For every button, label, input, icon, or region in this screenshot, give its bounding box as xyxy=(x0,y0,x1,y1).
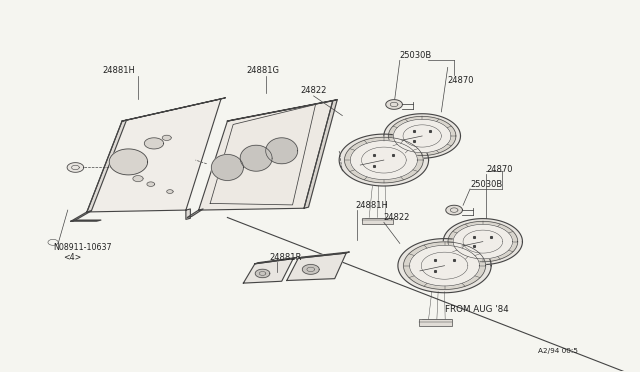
Polygon shape xyxy=(398,238,491,293)
Polygon shape xyxy=(71,211,92,221)
Polygon shape xyxy=(453,224,513,259)
Polygon shape xyxy=(211,154,243,180)
Polygon shape xyxy=(287,253,346,280)
Text: 24870: 24870 xyxy=(448,76,474,84)
Text: 24822: 24822 xyxy=(384,213,410,222)
Text: <4>: <4> xyxy=(63,253,81,263)
Polygon shape xyxy=(350,141,417,180)
Polygon shape xyxy=(122,98,225,121)
Polygon shape xyxy=(240,145,272,171)
Polygon shape xyxy=(304,100,337,208)
Polygon shape xyxy=(381,159,386,161)
Polygon shape xyxy=(167,190,173,193)
Text: 24881H: 24881H xyxy=(355,201,388,210)
Polygon shape xyxy=(163,135,172,140)
Polygon shape xyxy=(444,219,522,264)
Polygon shape xyxy=(255,269,270,278)
Polygon shape xyxy=(384,114,461,158)
Text: FROM AUG '84: FROM AUG '84 xyxy=(445,305,508,314)
Polygon shape xyxy=(87,99,221,212)
Text: N08911-10637: N08911-10637 xyxy=(53,243,111,253)
Text: 24881H: 24881H xyxy=(102,66,135,75)
Polygon shape xyxy=(255,257,296,264)
Text: A2/94 00:5: A2/94 00:5 xyxy=(538,348,578,354)
Polygon shape xyxy=(186,209,190,219)
Polygon shape xyxy=(145,138,164,149)
Text: 24881R: 24881R xyxy=(269,253,301,262)
Bar xyxy=(362,218,394,224)
Polygon shape xyxy=(298,252,349,258)
Polygon shape xyxy=(388,116,456,155)
Polygon shape xyxy=(410,246,479,286)
Polygon shape xyxy=(442,264,447,267)
Polygon shape xyxy=(147,182,155,186)
Text: 24822: 24822 xyxy=(300,86,327,95)
Bar xyxy=(419,320,452,326)
Polygon shape xyxy=(386,100,403,109)
Polygon shape xyxy=(71,220,101,221)
Polygon shape xyxy=(394,119,451,153)
Polygon shape xyxy=(67,163,84,172)
Polygon shape xyxy=(446,205,463,215)
Polygon shape xyxy=(187,209,203,218)
Text: 25030B: 25030B xyxy=(400,51,432,60)
Polygon shape xyxy=(302,264,319,274)
Polygon shape xyxy=(403,242,486,289)
Polygon shape xyxy=(420,135,424,137)
Text: 24870: 24870 xyxy=(486,165,513,174)
Polygon shape xyxy=(133,176,143,182)
Text: 25030B: 25030B xyxy=(470,180,502,189)
Text: 24881G: 24881G xyxy=(246,66,279,75)
Polygon shape xyxy=(227,100,337,121)
Polygon shape xyxy=(243,259,293,283)
Polygon shape xyxy=(109,149,148,175)
Polygon shape xyxy=(198,101,333,210)
Polygon shape xyxy=(87,120,127,212)
Polygon shape xyxy=(481,240,485,243)
Polygon shape xyxy=(448,221,518,262)
Polygon shape xyxy=(339,134,429,186)
Polygon shape xyxy=(344,137,423,183)
Polygon shape xyxy=(266,138,298,164)
